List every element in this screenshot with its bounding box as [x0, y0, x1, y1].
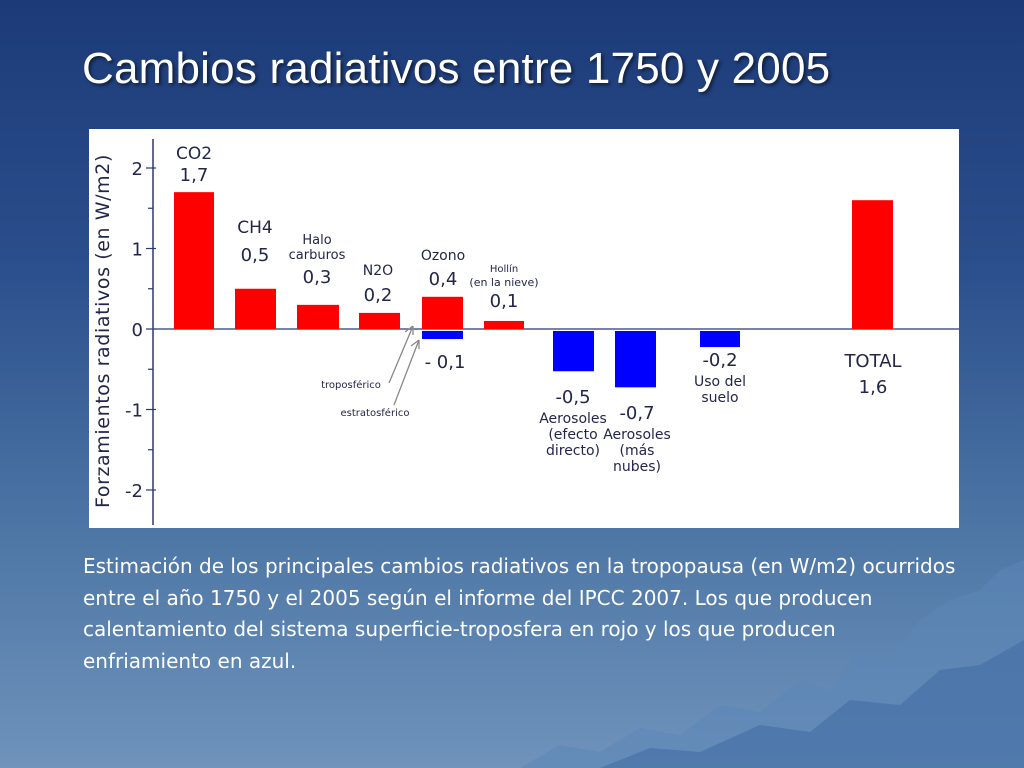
bar-category-label: CH4: [237, 218, 272, 238]
annotation-troposferico: troposférico: [321, 379, 381, 391]
arrow-estratosferico: [393, 339, 420, 406]
bar-category-label: CO2: [176, 144, 212, 164]
bar-value-label: 0,1: [490, 291, 519, 312]
slide-title: Cambios radiativos entre 1750 y 2005: [82, 44, 831, 93]
chart-panel: 2 1 0 -1 -2 Forzamientos radiativos (en W/m2)…: [89, 129, 959, 528]
annotation-estratosferico: estratosférico: [341, 407, 410, 419]
bar-4: [359, 312, 400, 329]
bar-category-label: (más: [620, 443, 655, 459]
arrow-troposferico: [388, 325, 414, 384]
y-tick-label: 2: [132, 159, 143, 180]
y-axis-title: Forzamientos radiativos (en W/m2): [92, 154, 114, 508]
bar-value-label: - 0,1: [425, 352, 466, 373]
bar-value-label: -0,5: [555, 387, 590, 408]
bar-value-label: 1,6: [859, 377, 888, 398]
bar-category-label: N2O: [363, 263, 393, 279]
bar-category-label: Aerosoles: [539, 411, 607, 427]
bar-1: [174, 192, 214, 329]
arrowhead-estratosferico: [410, 339, 420, 349]
y-tick-label: 0: [132, 320, 143, 341]
bar-3: [297, 304, 339, 329]
y-tick-label: 1: [132, 240, 143, 261]
bar-value-label: 1,7: [180, 165, 209, 186]
bar-value-label: 0,3: [303, 267, 332, 288]
bar-7: [484, 320, 524, 329]
bar-category-label: TOTAL: [843, 351, 901, 372]
bar-category-label: (en la nieve): [469, 276, 538, 289]
bar-value-label: -0,2: [702, 350, 737, 371]
bar-value-label: 0,4: [429, 269, 458, 290]
bar-10: [700, 331, 740, 348]
arrowhead-troposferico: [404, 325, 414, 335]
bar-value-label: -0,7: [619, 403, 654, 424]
bar-category-label: directo): [546, 443, 600, 459]
slide-caption: Estimación de los principales cambios ra…: [83, 554, 956, 673]
radiative-forcing-chart: 2 1 0 -1 -2 Forzamientos radiativos (en W/m2)…: [92, 139, 959, 525]
bar-category-label: Ozono: [421, 248, 465, 264]
bar-category-label: (efecto: [548, 427, 597, 443]
bar-2: [235, 288, 276, 329]
bar-6: [422, 331, 463, 340]
bar-11: [852, 200, 893, 329]
y-tick-label: -1: [125, 401, 143, 422]
bar-category-label: Hollín: [490, 263, 518, 275]
bar-category-label: Uso del: [694, 374, 746, 390]
bar-value-label: 0,5: [241, 245, 270, 266]
bar-category-label: Halo: [302, 233, 331, 248]
bar-9: [615, 331, 656, 388]
bar-category-label: suelo: [701, 390, 738, 406]
bar-category-label: carburos: [289, 248, 346, 263]
bar-value-label: 0,2: [364, 285, 393, 306]
bar-8: [553, 331, 594, 372]
bar-category-label: Aerosoles: [603, 427, 671, 443]
bar-category-label: nubes): [613, 459, 661, 475]
bar-5: [422, 296, 463, 329]
y-tick-label: -2: [125, 481, 143, 502]
